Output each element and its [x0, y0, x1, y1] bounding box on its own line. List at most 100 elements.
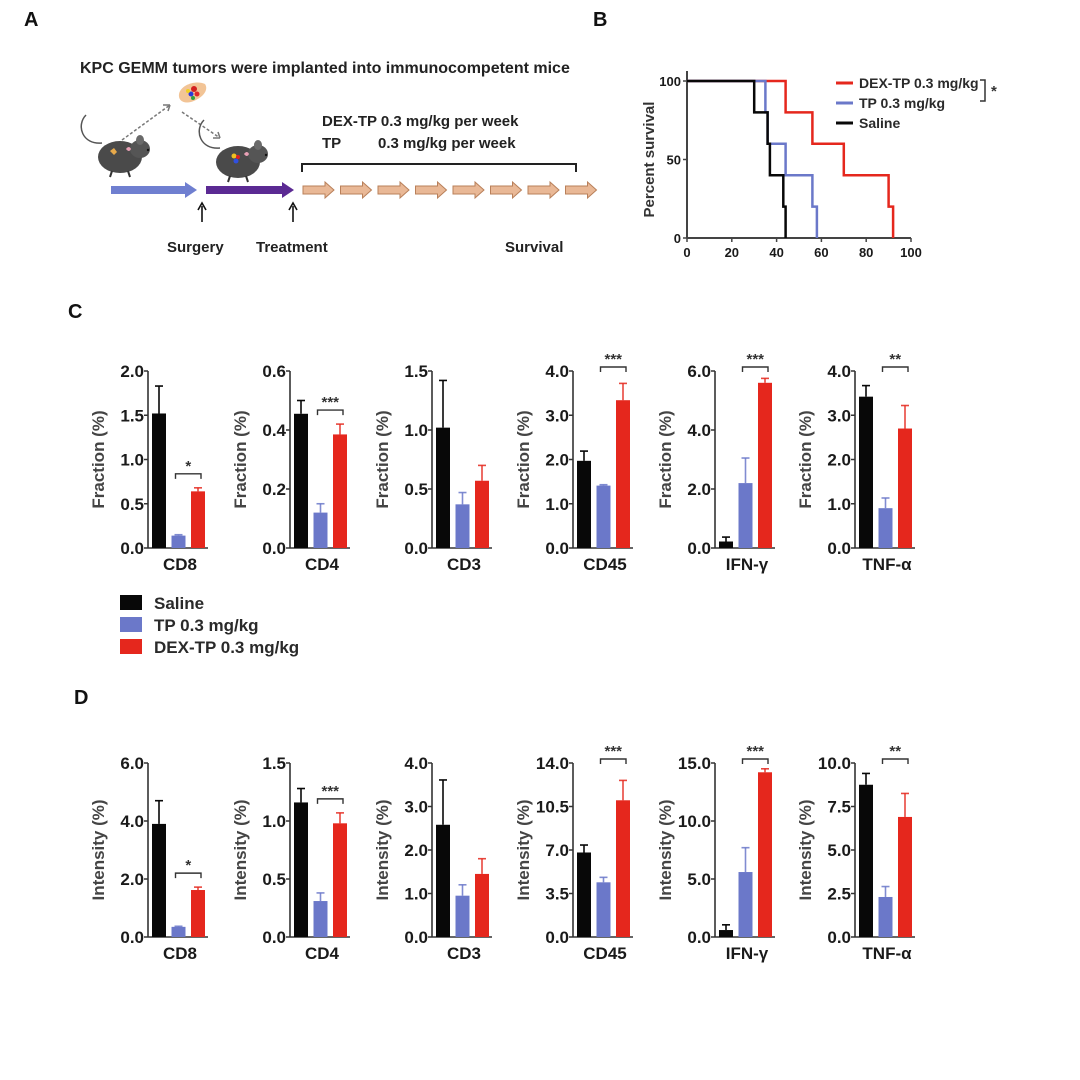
bar-y-tick-label: 0.0: [545, 928, 569, 947]
step-surgery-label: Surgery: [167, 239, 224, 256]
bar-saline: [436, 824, 450, 937]
bar-subplot-TNF-α: 0.0 2.5 5.0 7.5 10.0 Intensity (%) TNF-α **: [796, 743, 915, 963]
significance-bracket: [316, 798, 344, 804]
significance-bracket: [741, 366, 769, 372]
bar-y-label: Intensity (%): [514, 799, 533, 900]
bar-y-tick-label: 4.0: [404, 754, 428, 773]
bar-y-label: Fraction (%): [796, 410, 815, 508]
weekly-dose-arrows: [302, 180, 598, 200]
significance-stars: ***: [321, 394, 339, 411]
schematic-title: KPC GEMM tumors were implanted into immu…: [80, 60, 570, 77]
bar-dex: [191, 491, 205, 548]
schematic-panel: KPC GEMM tumors were implanted into immu…: [80, 60, 598, 256]
bar-y-tick-label: 2.0: [404, 841, 428, 860]
bar-y-tick-label: 10.0: [678, 812, 711, 831]
significance-stars: ***: [321, 783, 339, 800]
bar-dex: [616, 400, 630, 548]
legend-label-dex-tp: DEX-TP 0.3 mg/kg: [154, 638, 299, 657]
bar-y-label: Intensity (%): [373, 799, 392, 900]
bar-subplot-CD3: 0.0 0.5 1.0 1.5 Fraction (%) CD3: [373, 362, 492, 574]
legend-label-saline: Saline: [154, 594, 204, 613]
bar-category-label: CD45: [583, 944, 626, 963]
bar-y-label: Intensity (%): [656, 799, 675, 900]
bar-y-tick-label: 1.0: [545, 495, 569, 514]
weekly-dose-arrow: [565, 180, 598, 200]
bar-y-tick-label: 10.5: [536, 798, 569, 817]
bar-saline: [719, 930, 733, 937]
survival-legend-label-tp: TP 0.3 mg/kg: [859, 95, 945, 111]
survival-x-tick-label: 0: [683, 245, 690, 260]
pre-treatment-arrow: [206, 182, 294, 198]
dosing-dex-tp: DEX-TP 0.3 mg/kg per week: [322, 113, 519, 130]
bar-tp: [455, 504, 470, 548]
significance-stars: *: [185, 857, 191, 874]
significance-stars: ***: [746, 351, 764, 368]
weekly-dose-arrow: [302, 180, 335, 200]
bar-subplot-CD3: 0.0 1.0 2.0 3.0 4.0 Intensity (%) CD3: [373, 754, 492, 963]
bar-y-tick-label: 1.5: [404, 362, 428, 381]
bar-tp: [313, 512, 328, 548]
bar-y-label: Fraction (%): [231, 410, 250, 508]
panel-label-d: D: [74, 687, 88, 709]
treatment-bracket: [301, 163, 577, 172]
bar-category-label: CD3: [447, 944, 481, 963]
bar-y-label: Fraction (%): [373, 410, 392, 508]
survival-sig-star: *: [991, 83, 997, 100]
survival-curve-dex: [687, 79, 895, 238]
bar-subplot-TNF-α: 0.0 1.0 2.0 3.0 4.0 Fraction (%) TNF-α **: [796, 351, 915, 574]
bar-y-tick-label: 0.0: [262, 539, 286, 558]
bar-y-tick-label: 0.5: [262, 870, 286, 889]
mouse-icon: [80, 114, 150, 178]
bar-saline: [719, 541, 733, 548]
legend-swatch-dex-tp: [120, 639, 142, 654]
bar-y-label: Intensity (%): [231, 799, 250, 900]
weekly-dose-arrow: [527, 180, 560, 200]
bar-legend: Saline TP 0.3 mg/kg DEX-TP 0.3 mg/kg: [120, 594, 299, 657]
bar-y-tick-label: 1.0: [262, 812, 286, 831]
bar-y-tick-label: 0.2: [262, 480, 286, 499]
survival-curve-tp: [687, 79, 819, 238]
bar-y-tick-label: 7.0: [545, 841, 569, 860]
bar-y-tick-label: 4.0: [120, 812, 144, 831]
bar-y-tick-label: 0.0: [404, 928, 428, 947]
bar-dex: [758, 382, 772, 548]
bar-category-label: CD8: [163, 944, 197, 963]
bar-tp: [878, 508, 893, 548]
bar-subplot-IFN-γ: 0.0 2.0 4.0 6.0 Fraction (%) IFN-γ ***: [656, 351, 775, 574]
bar-y-tick-label: 0.5: [120, 495, 144, 514]
panel-label-b: B: [593, 9, 607, 31]
bar-category-label: CD8: [163, 555, 197, 574]
weekly-dose-arrow: [452, 180, 485, 200]
bar-y-tick-label: 4.0: [545, 362, 569, 381]
significance-stars: *: [185, 458, 191, 475]
bar-tp: [171, 535, 186, 548]
bar-y-tick-label: 5.0: [827, 841, 851, 860]
bar-y-tick-label: 15.0: [678, 754, 711, 773]
bar-category-label: TNF-α: [862, 555, 912, 574]
surgery-marker-arrow: [197, 201, 207, 222]
bar-saline: [577, 852, 591, 937]
bar-y-tick-label: 14.0: [536, 754, 569, 773]
bar-tp: [596, 882, 611, 937]
bar-y-tick-label: 0.0: [827, 539, 851, 558]
pre-surgery-arrow: [111, 182, 197, 198]
bar-y-tick-label: 0.4: [262, 421, 286, 440]
bar-y-tick-label: 2.0: [687, 480, 711, 499]
bar-tp: [738, 872, 753, 937]
bar-dex: [898, 428, 912, 548]
bar-saline: [577, 460, 591, 548]
bar-y-tick-label: 4.0: [687, 421, 711, 440]
bar-y-tick-label: 0.0: [262, 928, 286, 947]
bar-subplot-CD45: 0.0 3.5 7.0 10.5 14.0 Intensity (%) CD45 ***: [514, 743, 633, 963]
bar-dex: [333, 434, 347, 548]
bar-y-tick-label: 3.5: [545, 885, 569, 904]
tumor-icon: [178, 82, 207, 103]
survival-x-tick-label: 40: [769, 245, 783, 260]
panel-label-c: C: [68, 301, 82, 323]
bar-y-tick-label: 0.0: [545, 539, 569, 558]
bar-y-tick-label: 0.0: [120, 539, 144, 558]
panel-label-a: A: [24, 9, 38, 31]
bar-tp: [878, 896, 893, 937]
